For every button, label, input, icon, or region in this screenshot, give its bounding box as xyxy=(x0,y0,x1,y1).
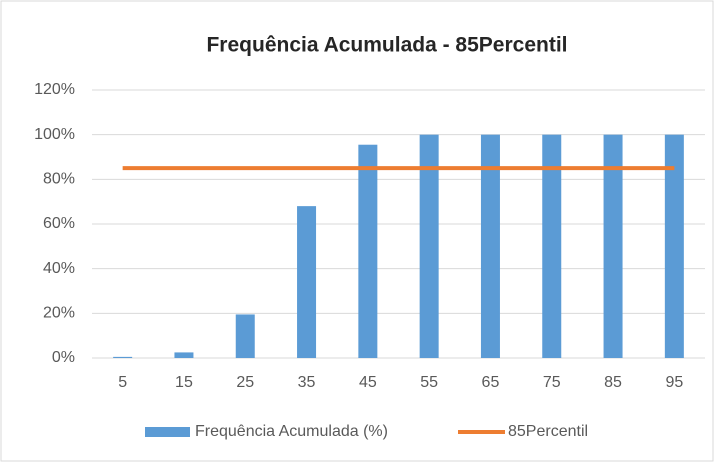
bar xyxy=(664,134,684,358)
x-tick-label: 15 xyxy=(175,374,193,391)
bar xyxy=(480,134,500,358)
x-tick-label: 85 xyxy=(604,374,622,391)
y-tick-label: 0% xyxy=(52,349,75,366)
x-tick-label: 55 xyxy=(420,374,438,391)
legend-swatch xyxy=(145,427,190,437)
x-tick-label: 75 xyxy=(543,374,561,391)
x-tick-label: 5 xyxy=(118,374,127,391)
legend-label: 85Percentil xyxy=(508,423,588,440)
x-tick-label: 65 xyxy=(482,374,500,391)
y-tick-label: 20% xyxy=(43,305,75,322)
y-tick-label: 100% xyxy=(34,126,75,143)
bar xyxy=(113,356,133,358)
chart-title: Frequência Acumulada - 85Percentil xyxy=(206,34,567,57)
bar xyxy=(297,206,317,358)
x-tick-label: 35 xyxy=(298,374,316,391)
y-tick-label: 80% xyxy=(43,171,75,188)
y-tick-label: 60% xyxy=(43,215,75,232)
y-tick-label: 40% xyxy=(43,260,75,277)
bar xyxy=(542,134,562,358)
bar xyxy=(174,352,194,358)
x-tick-label: 25 xyxy=(236,374,254,391)
legend-label: Frequência Acumulada (%) xyxy=(195,423,388,440)
y-tick-label: 120% xyxy=(34,81,75,98)
bar xyxy=(603,134,623,358)
bar xyxy=(358,144,378,358)
x-tick-label: 95 xyxy=(665,374,683,391)
x-tick-label: 45 xyxy=(359,374,377,391)
bar xyxy=(419,134,439,358)
bar xyxy=(235,314,255,358)
